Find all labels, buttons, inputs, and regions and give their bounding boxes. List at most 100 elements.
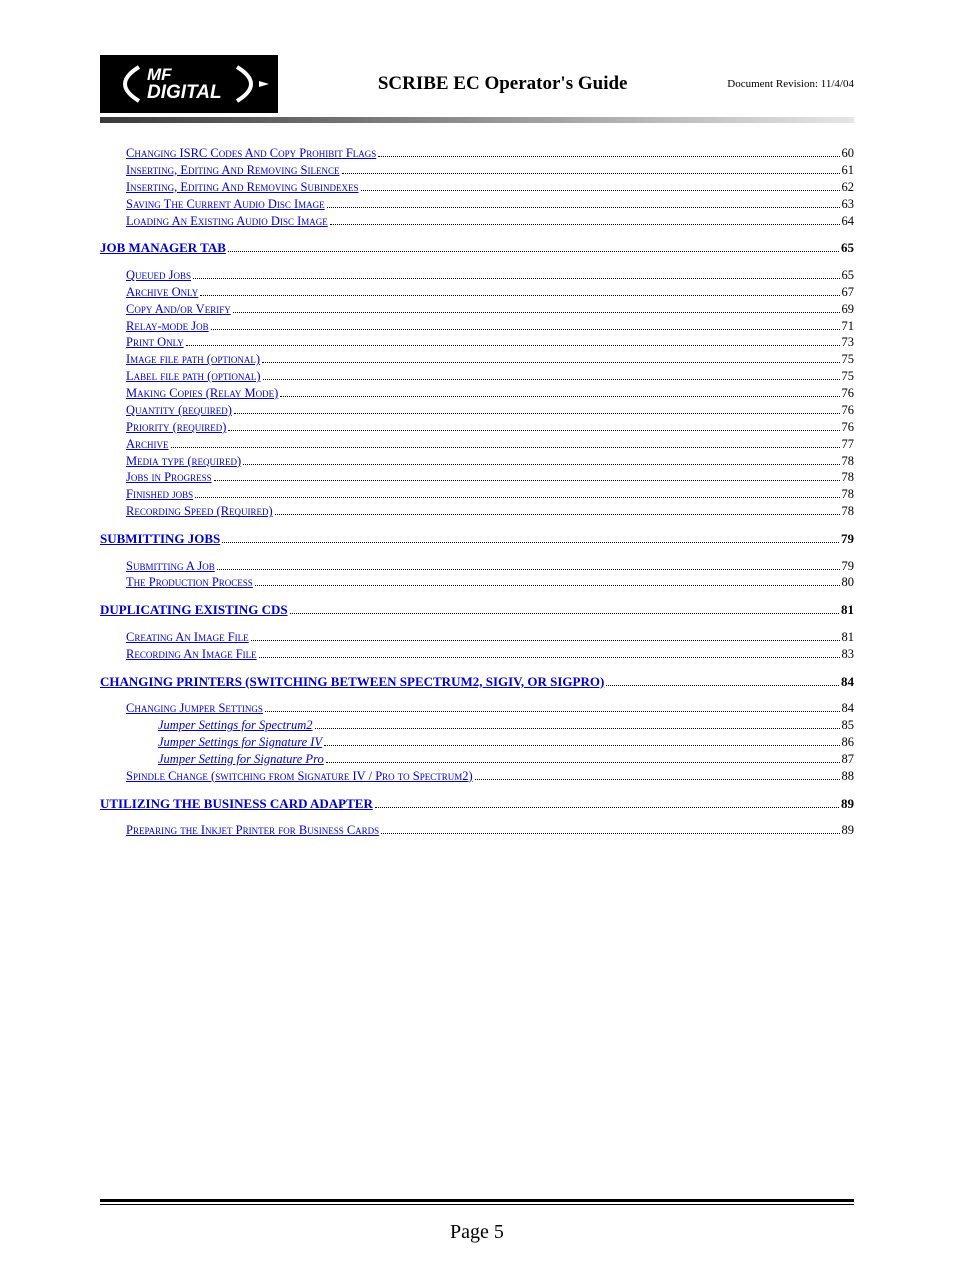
toc-link[interactable]: Recording Speed (Required) — [126, 503, 273, 520]
toc-entry: Image file path (optional) 75 — [126, 351, 854, 368]
toc-link[interactable]: JOB MANAGER TAB — [100, 239, 226, 257]
toc-link[interactable]: Saving The Current Audio Disc Image — [126, 196, 325, 213]
toc-leader-dots — [243, 464, 839, 465]
toc-page-number: 61 — [842, 162, 855, 179]
toc-leader-dots — [290, 613, 839, 614]
toc-leader-dots — [342, 173, 840, 174]
toc-page-number: 78 — [842, 486, 855, 503]
toc-page-number: 80 — [842, 574, 855, 591]
toc-page-number: 76 — [842, 385, 855, 402]
toc-entry: Finished jobs 78 — [126, 486, 854, 503]
toc-link[interactable]: Submitting A Job — [126, 558, 215, 575]
toc-link[interactable]: Changing Jumper Settings — [126, 700, 263, 717]
header-gradient-rule — [100, 117, 854, 123]
toc-gap — [100, 229, 854, 239]
toc-entry: Priority (required)76 — [126, 419, 854, 436]
toc-link[interactable]: Loading An Existing Audio Disc Image — [126, 213, 328, 230]
toc-link[interactable]: Finished jobs — [126, 486, 193, 503]
toc-leader-dots — [361, 190, 840, 191]
toc-entry: Archive Only67 — [126, 284, 854, 301]
toc-page-number: 75 — [842, 368, 855, 385]
toc-leader-dots — [234, 413, 840, 414]
toc-page-number: 87 — [842, 751, 855, 768]
toc-leader-dots — [186, 345, 840, 346]
toc-leader-dots — [251, 640, 840, 641]
toc-page-number: 85 — [842, 717, 855, 734]
toc-leader-dots — [211, 329, 840, 330]
toc-page-number: 86 — [842, 734, 855, 751]
toc-gap — [100, 619, 854, 629]
toc-link[interactable]: Quantity (required) — [126, 402, 232, 419]
toc-link[interactable]: Priority (required) — [126, 419, 226, 436]
toc-page-number: 89 — [842, 822, 855, 839]
footer: Page 5 — [100, 1199, 854, 1244]
toc-entry: DUPLICATING EXISTING CDS 81 — [100, 601, 854, 619]
toc-link[interactable]: Creating An Image File — [126, 629, 249, 646]
toc-link[interactable]: Jumper Settings for Signature IV — [158, 734, 322, 751]
toc-link[interactable]: Making Copies (Relay Mode) — [126, 385, 278, 402]
svg-text:DIGITAL: DIGITAL — [147, 82, 222, 103]
toc-gap — [100, 785, 854, 795]
page-number: Page 5 — [100, 1221, 854, 1244]
toc-entry: Relay-mode Job71 — [126, 318, 854, 335]
toc-entry: Saving The Current Audio Disc Image63 — [126, 196, 854, 213]
toc-link[interactable]: Media type (required) — [126, 453, 241, 470]
toc-link[interactable]: Inserting, Editing And Removing Silence — [126, 162, 340, 179]
toc-leader-dots — [330, 224, 840, 225]
toc-entry: Spindle Change (switching from Signature… — [126, 768, 854, 785]
toc-page-number: 76 — [842, 402, 855, 419]
toc-page-number: 78 — [842, 503, 855, 520]
toc-leader-dots — [324, 745, 839, 746]
toc-entry: Queued Jobs65 — [126, 267, 854, 284]
toc-link[interactable]: Jumper Setting for Signature Pro — [158, 751, 324, 768]
toc-page-number: 81 — [841, 601, 854, 619]
toc-leader-dots — [171, 447, 840, 448]
toc-link[interactable]: Jumper Settings for Spectrum2 — [158, 717, 313, 734]
toc-link[interactable]: Spindle Change (switching from Signature… — [126, 768, 473, 785]
toc-link[interactable]: UTILIZING THE BUSINESS CARD ADAPTER — [100, 795, 373, 813]
toc-link[interactable]: The Production Process — [126, 574, 253, 591]
toc-link[interactable]: DUPLICATING EXISTING CDS — [100, 601, 288, 619]
toc-link[interactable]: Inserting, Editing And Removing Subindex… — [126, 179, 359, 196]
toc-link[interactable]: Preparing the Inkjet Printer for Busines… — [126, 822, 379, 839]
toc-page-number: 62 — [842, 179, 855, 196]
toc-gap — [100, 257, 854, 267]
toc-link[interactable]: Changing ISRC Codes And Copy Prohibit Fl… — [126, 145, 376, 162]
toc-link[interactable]: Jobs in Progress — [126, 469, 212, 486]
toc-entry: Recording An Image File83 — [126, 646, 854, 663]
toc-link[interactable]: CHANGING PRINTERS (SWITCHING BETWEEN SPE… — [100, 673, 604, 691]
toc-link[interactable]: Queued Jobs — [126, 267, 191, 284]
toc-link[interactable]: Relay-mode Job — [126, 318, 209, 335]
toc-entry: Submitting A Job 79 — [126, 558, 854, 575]
toc-link[interactable]: Archive Only — [126, 284, 198, 301]
toc-entry: Creating An Image File81 — [126, 629, 854, 646]
toc-leader-dots — [195, 497, 839, 498]
toc-page-number: 88 — [842, 768, 855, 785]
toc-link[interactable]: SUBMITTING JOBS — [100, 530, 220, 548]
toc-link[interactable]: Label file path (optional) — [126, 368, 261, 385]
document-revision: Document Revision: 11/4/04 — [727, 78, 854, 90]
toc-link[interactable]: Print Only — [126, 334, 184, 351]
toc-leader-dots — [222, 542, 839, 543]
toc-entry: Quantity (required) 76 — [126, 402, 854, 419]
toc-link[interactable]: Copy And/or Verify — [126, 301, 231, 318]
toc-entry: Changing Jumper Settings84 — [126, 700, 854, 717]
toc-leader-dots — [381, 833, 839, 834]
toc-gap — [100, 812, 854, 822]
toc-link[interactable]: Image file path (optional) — [126, 351, 260, 368]
toc-leader-dots — [375, 807, 839, 808]
toc-entry: Jumper Setting for Signature Pro 87 — [158, 751, 854, 768]
toc-leader-dots — [606, 685, 839, 686]
toc-page-number: 89 — [841, 795, 854, 813]
toc-leader-dots — [255, 585, 840, 586]
toc-entry: Copy And/or Verify69 — [126, 301, 854, 318]
toc-gap — [100, 520, 854, 530]
toc-entry: UTILIZING THE BUSINESS CARD ADAPTER 89 — [100, 795, 854, 813]
toc-entry: Jumper Settings for Signature IV 86 — [158, 734, 854, 751]
toc-link[interactable]: Archive — [126, 436, 169, 453]
page-container: MF DIGITAL SCRIBE EC Operator's Guide Do… — [0, 0, 954, 1284]
toc-page-number: 75 — [842, 351, 855, 368]
toc-link[interactable]: Recording An Image File — [126, 646, 257, 663]
toc-page-number: 78 — [842, 469, 855, 486]
toc-page-number: 79 — [842, 558, 855, 575]
